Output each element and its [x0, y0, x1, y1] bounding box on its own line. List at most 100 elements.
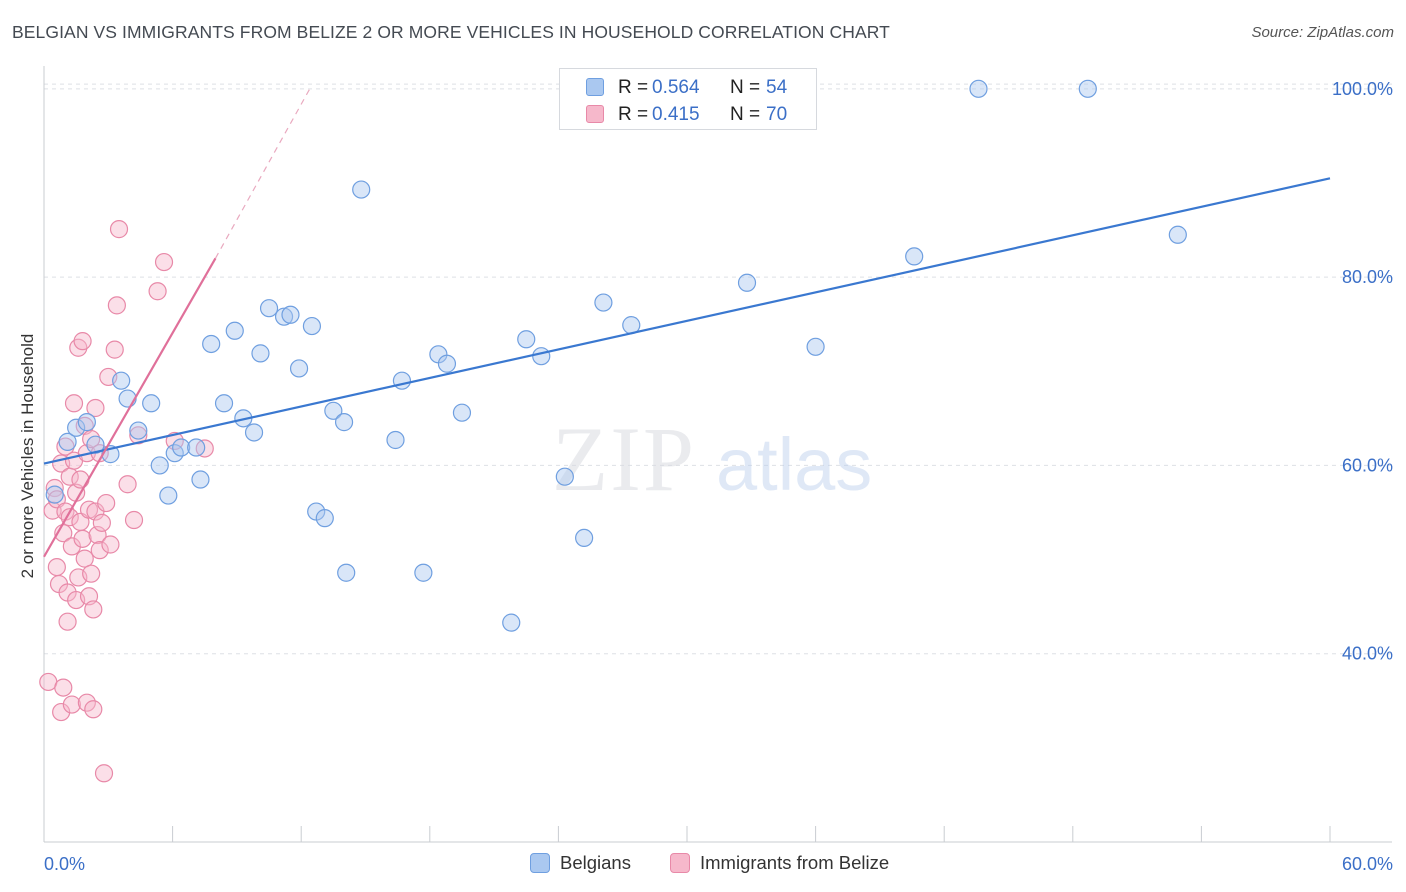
y-tick-labels: 40.0% 60.0% 80.0% 100.0% — [1332, 79, 1393, 664]
belgian-point — [142, 394, 161, 413]
belgian-point — [281, 305, 300, 324]
belgian-point — [337, 563, 356, 582]
belgian-point — [437, 354, 457, 373]
belize-point — [82, 564, 101, 583]
belize-point — [92, 513, 111, 532]
belgian-point — [969, 79, 988, 98]
y-tick-label: 100.0% — [1332, 79, 1393, 99]
belgians-swatch — [586, 78, 604, 96]
belgian-point — [259, 299, 279, 318]
belize-point — [75, 549, 94, 568]
belize-point — [52, 702, 71, 722]
belgian-point — [58, 432, 77, 451]
belize-point — [43, 501, 62, 520]
y-tick-label: 80.0% — [1342, 267, 1393, 287]
belgian-point — [129, 421, 148, 440]
belgian-point — [112, 371, 131, 390]
belgian-point — [274, 307, 294, 326]
legend-item-belgians[interactable]: Belgians — [530, 852, 631, 874]
belize-point — [148, 282, 167, 301]
r-value: 0.415 — [652, 104, 700, 125]
belgian-point — [905, 247, 924, 266]
r-label: R = — [618, 77, 649, 98]
belgian-point — [315, 509, 334, 528]
belgian-point — [517, 330, 536, 349]
belgian-point — [392, 371, 412, 390]
chart-title: BELGIAN VS IMMIGRANTS FROM BELIZE 2 OR M… — [12, 22, 890, 42]
series-legend: Belgians Immigrants from Belize — [0, 850, 1406, 880]
belgian-point — [187, 438, 206, 457]
belgian-point — [202, 334, 221, 354]
belize-point — [62, 695, 81, 714]
belize-trend-extension — [214, 88, 311, 259]
trend-lines — [43, 88, 1331, 558]
belgian-point — [289, 359, 309, 378]
n-label: N = — [730, 77, 761, 98]
belgian-point — [386, 430, 405, 450]
belize-trend-line — [43, 257, 217, 558]
belize-point — [129, 426, 148, 445]
belgian-point — [334, 413, 354, 432]
watermark-zip: ZIP — [552, 408, 696, 510]
legend-label-belgians: Belgians — [560, 852, 631, 873]
belgian-point — [118, 389, 137, 408]
n-label: N = — [730, 104, 761, 125]
belgian-point — [1078, 79, 1097, 98]
belize-point — [97, 493, 116, 513]
belgian-points — [45, 79, 1187, 632]
r-label: R = — [618, 104, 649, 125]
belgian-point — [77, 413, 96, 432]
belgian-point — [251, 344, 270, 363]
belize-point — [90, 541, 109, 560]
belgian-point — [225, 321, 244, 340]
belize-point — [84, 700, 103, 719]
belgian-point — [555, 467, 574, 486]
belize-point — [77, 693, 96, 712]
belize-point — [71, 470, 90, 489]
belgian-point — [594, 293, 613, 312]
belize-point — [101, 535, 120, 554]
legend-item-belize[interactable]: Immigrants from Belize — [670, 852, 889, 874]
belgian-point — [45, 485, 64, 504]
belgian-point — [244, 423, 264, 442]
belgian-point — [159, 486, 178, 505]
belgian-point — [150, 456, 169, 475]
watermark: ZIP atlas — [552, 408, 872, 510]
belgian-point — [214, 394, 234, 413]
n-value: 70 — [766, 104, 788, 125]
belize-point — [73, 332, 92, 351]
r-value: 0.564 — [652, 77, 700, 98]
legend-label-belize: Immigrants from Belize — [700, 852, 890, 873]
stats-legend: R = 0.564 N = 54 R = 0.415 N = 70 — [559, 68, 817, 130]
belgian-point — [1168, 225, 1187, 244]
belgian-point — [352, 180, 371, 199]
belize-point — [73, 529, 92, 548]
belize-point — [58, 612, 77, 631]
belize-points — [39, 220, 214, 783]
belgian-point — [806, 337, 825, 356]
belize-point — [124, 510, 144, 530]
gridlines — [44, 83, 1392, 655]
belgian-point — [172, 438, 191, 457]
belize-point — [109, 220, 129, 239]
belize-legend-swatch — [670, 853, 690, 873]
belize-point — [118, 475, 137, 494]
belgian-point — [191, 470, 210, 489]
belize-point — [154, 252, 174, 272]
stats-row-belize: R = 0.415 N = 70 — [560, 100, 816, 128]
belgian-point — [414, 563, 433, 582]
belize-point — [107, 296, 126, 315]
belgian-point — [67, 418, 86, 437]
belize-point — [54, 678, 73, 697]
y-tick-label: 60.0% — [1342, 455, 1393, 475]
belgian-point — [532, 347, 551, 366]
belize-point — [105, 340, 124, 359]
y-axis-label: 2 or more Vehicles in Household — [18, 333, 37, 579]
watermark-atlas: atlas — [716, 423, 872, 506]
source-label: Source: ZipAtlas.com — [1251, 24, 1394, 41]
belize-point — [84, 600, 103, 619]
belgian-point — [452, 403, 472, 422]
belgian-point — [502, 613, 521, 632]
belize-point — [64, 394, 84, 413]
